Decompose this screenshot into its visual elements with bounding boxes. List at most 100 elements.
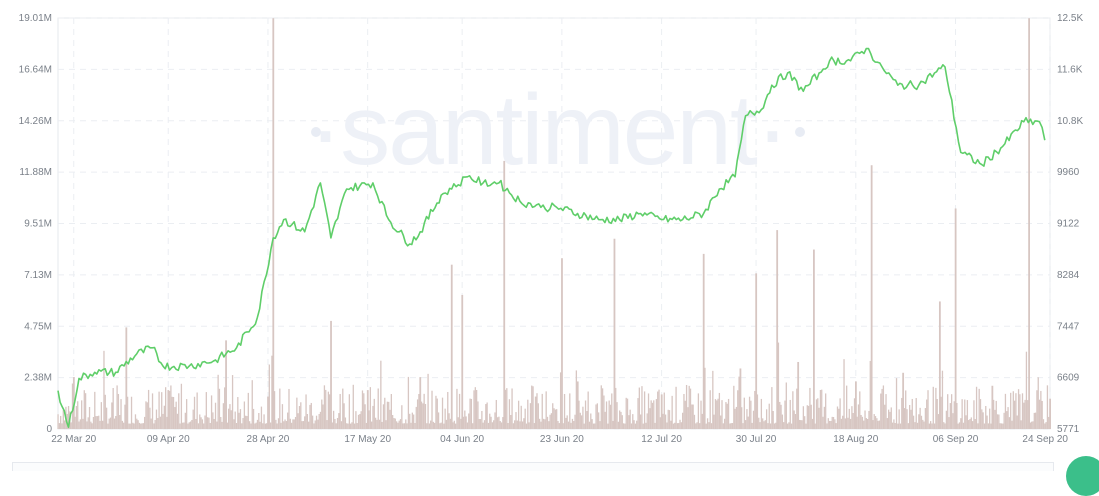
volume-bar bbox=[305, 394, 307, 429]
navigator-strip[interactable] bbox=[12, 462, 1054, 471]
volume-bar bbox=[632, 414, 634, 429]
volume-bar bbox=[533, 423, 536, 429]
volume-bar bbox=[777, 342, 780, 429]
volume-bar bbox=[395, 421, 398, 429]
volume-bar bbox=[755, 273, 758, 429]
volume-bar bbox=[792, 391, 794, 429]
volume-bar bbox=[679, 419, 681, 429]
volume-bar bbox=[729, 423, 731, 429]
volume-bar bbox=[646, 413, 648, 429]
volume-bar bbox=[83, 390, 85, 429]
volume-bar bbox=[801, 420, 803, 429]
volume-bar bbox=[1000, 423, 1003, 429]
volume-bar bbox=[230, 410, 232, 429]
volume-bar bbox=[284, 419, 286, 429]
volume-bar bbox=[702, 253, 705, 429]
volume-bar bbox=[554, 409, 557, 429]
volume-bar bbox=[965, 415, 967, 429]
volume-bar bbox=[853, 398, 856, 429]
x-tick-label: 18 Aug 20 bbox=[833, 434, 878, 445]
volume-bar bbox=[371, 421, 373, 429]
volume-bar bbox=[470, 398, 473, 429]
volume-bar bbox=[503, 160, 506, 429]
volume-bar bbox=[676, 423, 679, 429]
volume-bar bbox=[666, 422, 668, 429]
volume-bar bbox=[406, 423, 408, 429]
volume-bar bbox=[74, 416, 76, 429]
volume-bar bbox=[767, 423, 769, 429]
volume-bar bbox=[582, 406, 584, 429]
x-tick-label: 28 Apr 20 bbox=[247, 434, 290, 445]
volume-bar bbox=[63, 420, 66, 429]
volume-bar bbox=[763, 421, 765, 429]
volume-bar bbox=[798, 419, 801, 429]
volume-bar bbox=[423, 393, 425, 429]
volume-bar bbox=[331, 422, 333, 429]
volume-bar bbox=[908, 404, 911, 429]
volume-bar bbox=[399, 419, 402, 429]
volume-bar bbox=[654, 422, 656, 429]
volume-bar bbox=[119, 415, 121, 429]
volume-bar bbox=[549, 414, 551, 429]
volume-bar bbox=[739, 368, 742, 429]
volume-bar bbox=[748, 396, 751, 429]
volume-bar bbox=[482, 422, 484, 429]
volume-bar bbox=[271, 355, 273, 429]
volume-bar bbox=[937, 414, 940, 429]
volume-bar bbox=[876, 418, 878, 429]
volume-bar bbox=[542, 418, 545, 429]
volume-bar bbox=[621, 415, 623, 429]
volume-bar bbox=[174, 407, 176, 429]
volume-bar bbox=[856, 416, 858, 429]
volume-bar bbox=[377, 388, 379, 429]
volume-bar bbox=[655, 399, 658, 429]
volume-bar bbox=[132, 422, 134, 429]
volume-bar bbox=[688, 385, 690, 429]
volume-bar bbox=[481, 410, 483, 429]
volume-bar bbox=[374, 417, 377, 429]
volume-bar bbox=[991, 385, 994, 429]
volume-bar bbox=[534, 396, 537, 429]
volume-bar bbox=[890, 407, 892, 429]
y-right-tick-label: 8284 bbox=[1057, 270, 1080, 281]
volume-bar bbox=[978, 388, 980, 429]
volume-bar bbox=[912, 415, 915, 429]
volume-bar bbox=[634, 423, 637, 429]
volume-bar bbox=[419, 377, 422, 429]
volume-bar bbox=[916, 422, 919, 429]
volume-bar bbox=[420, 401, 423, 429]
volume-bar bbox=[336, 417, 339, 429]
volume-bar bbox=[532, 386, 534, 429]
volume-bar bbox=[99, 420, 101, 429]
volume-bar bbox=[393, 418, 395, 429]
volume-bar bbox=[329, 394, 331, 429]
volume-bar bbox=[658, 389, 660, 429]
volume-bar bbox=[468, 413, 470, 429]
volume-bar bbox=[570, 422, 572, 429]
y-right-tick-label: 11.6K bbox=[1057, 64, 1083, 75]
volume-bar bbox=[344, 417, 347, 429]
volume-bar bbox=[528, 422, 530, 429]
volume-bar bbox=[941, 370, 944, 429]
volume-bar bbox=[424, 403, 427, 429]
volume-bar bbox=[343, 403, 345, 429]
volume-bar bbox=[953, 401, 955, 429]
volume-bar bbox=[668, 410, 671, 429]
volume-bar bbox=[880, 393, 882, 429]
volume-bar bbox=[806, 405, 808, 429]
volume-bar bbox=[238, 412, 240, 429]
volume-bar bbox=[515, 412, 517, 429]
volume-bar bbox=[70, 422, 72, 429]
volume-bar bbox=[184, 412, 186, 429]
volume-bar bbox=[264, 423, 267, 429]
volume-bar bbox=[692, 404, 694, 429]
help-button[interactable] bbox=[1066, 456, 1099, 496]
volume-bar bbox=[392, 415, 394, 429]
volume-bar bbox=[322, 404, 324, 429]
volume-bar bbox=[957, 423, 959, 429]
volume-bar bbox=[414, 422, 416, 429]
volume-bar bbox=[556, 409, 558, 429]
volume-bar bbox=[983, 423, 986, 429]
volume-bar bbox=[750, 400, 752, 429]
volume-bar bbox=[947, 394, 949, 429]
